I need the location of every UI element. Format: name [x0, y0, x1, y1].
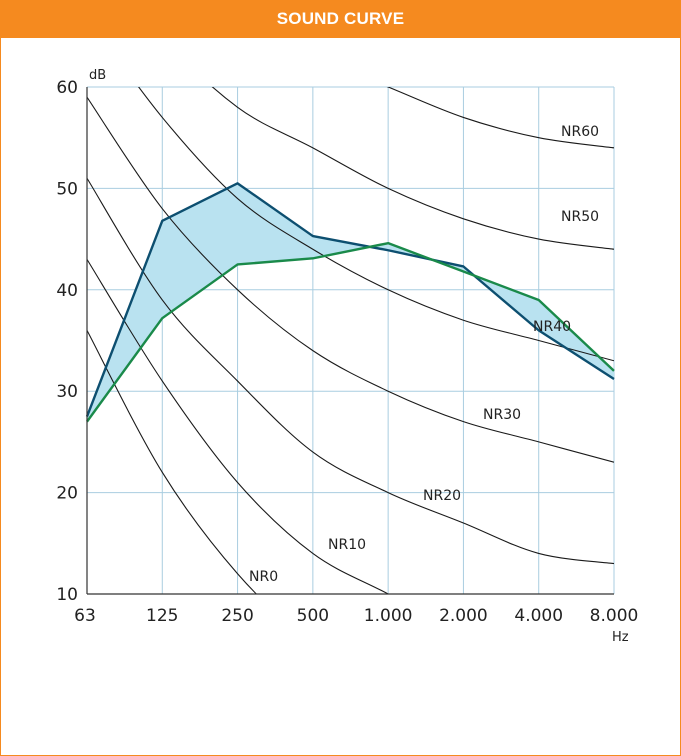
x-tick-label: 500: [297, 606, 329, 626]
nr-curve-nr50: [211, 87, 614, 250]
nr-curve-nr20: [87, 177, 614, 565]
nr-label-nr40: NR40: [533, 319, 571, 335]
nr-curve-nr10: [87, 259, 390, 594]
x-tick-label: 63: [74, 606, 96, 626]
x-tick-label: 1.000: [364, 606, 413, 626]
y-tick-label: 40: [56, 281, 78, 301]
y-tick-label: 60: [56, 78, 78, 98]
x-axis-unit: Hz: [612, 630, 629, 645]
series-lines: [85, 182, 615, 423]
grid: [86, 86, 615, 595]
y-tick-label: 30: [56, 382, 78, 402]
x-tick-label: 2.000: [439, 606, 488, 626]
difference-fill: [87, 183, 614, 422]
y-tick-labels: 10 20 30 40 50 60: [56, 78, 78, 605]
nr-label-nr50: NR50: [561, 209, 599, 225]
axes: [86, 87, 614, 595]
series-line-1: [85, 182, 615, 417]
x-tick-label: 8.000: [590, 606, 639, 626]
difference-area: [87, 183, 614, 422]
nr-label-nr10: NR10: [328, 537, 366, 553]
y-axis-unit: dB: [89, 68, 106, 83]
y-tick-label: 10: [56, 585, 78, 605]
nr-label-nr0: NR0: [249, 569, 278, 585]
nr-label-nr30: NR30: [483, 407, 521, 423]
x-tick-labels: 63 125 250 500 1.000 2.000 4.000 8.000: [74, 606, 638, 626]
chart-title: SOUND CURVE: [0, 0, 681, 38]
y-tick-label: 20: [56, 484, 78, 504]
nr-curve-nr60: [386, 87, 614, 149]
nr-curves: [87, 87, 614, 594]
nr-curve-labels: NR0 NR10 NR20 NR30 NR40 NR50 NR60: [249, 124, 599, 585]
nr-label-nr60: NR60: [561, 124, 599, 140]
x-tick-label: 125: [146, 606, 178, 626]
nr-label-nr20: NR20: [423, 488, 461, 504]
y-tick-label: 50: [56, 179, 78, 199]
nr-curve-nr0: [87, 330, 258, 594]
series-line-2: [86, 241, 615, 423]
nr-curve-nr40: [137, 87, 614, 362]
x-tick-label: 4.000: [514, 606, 563, 626]
x-tick-label: 250: [221, 606, 253, 626]
nr-curve-nr30: [87, 96, 614, 463]
